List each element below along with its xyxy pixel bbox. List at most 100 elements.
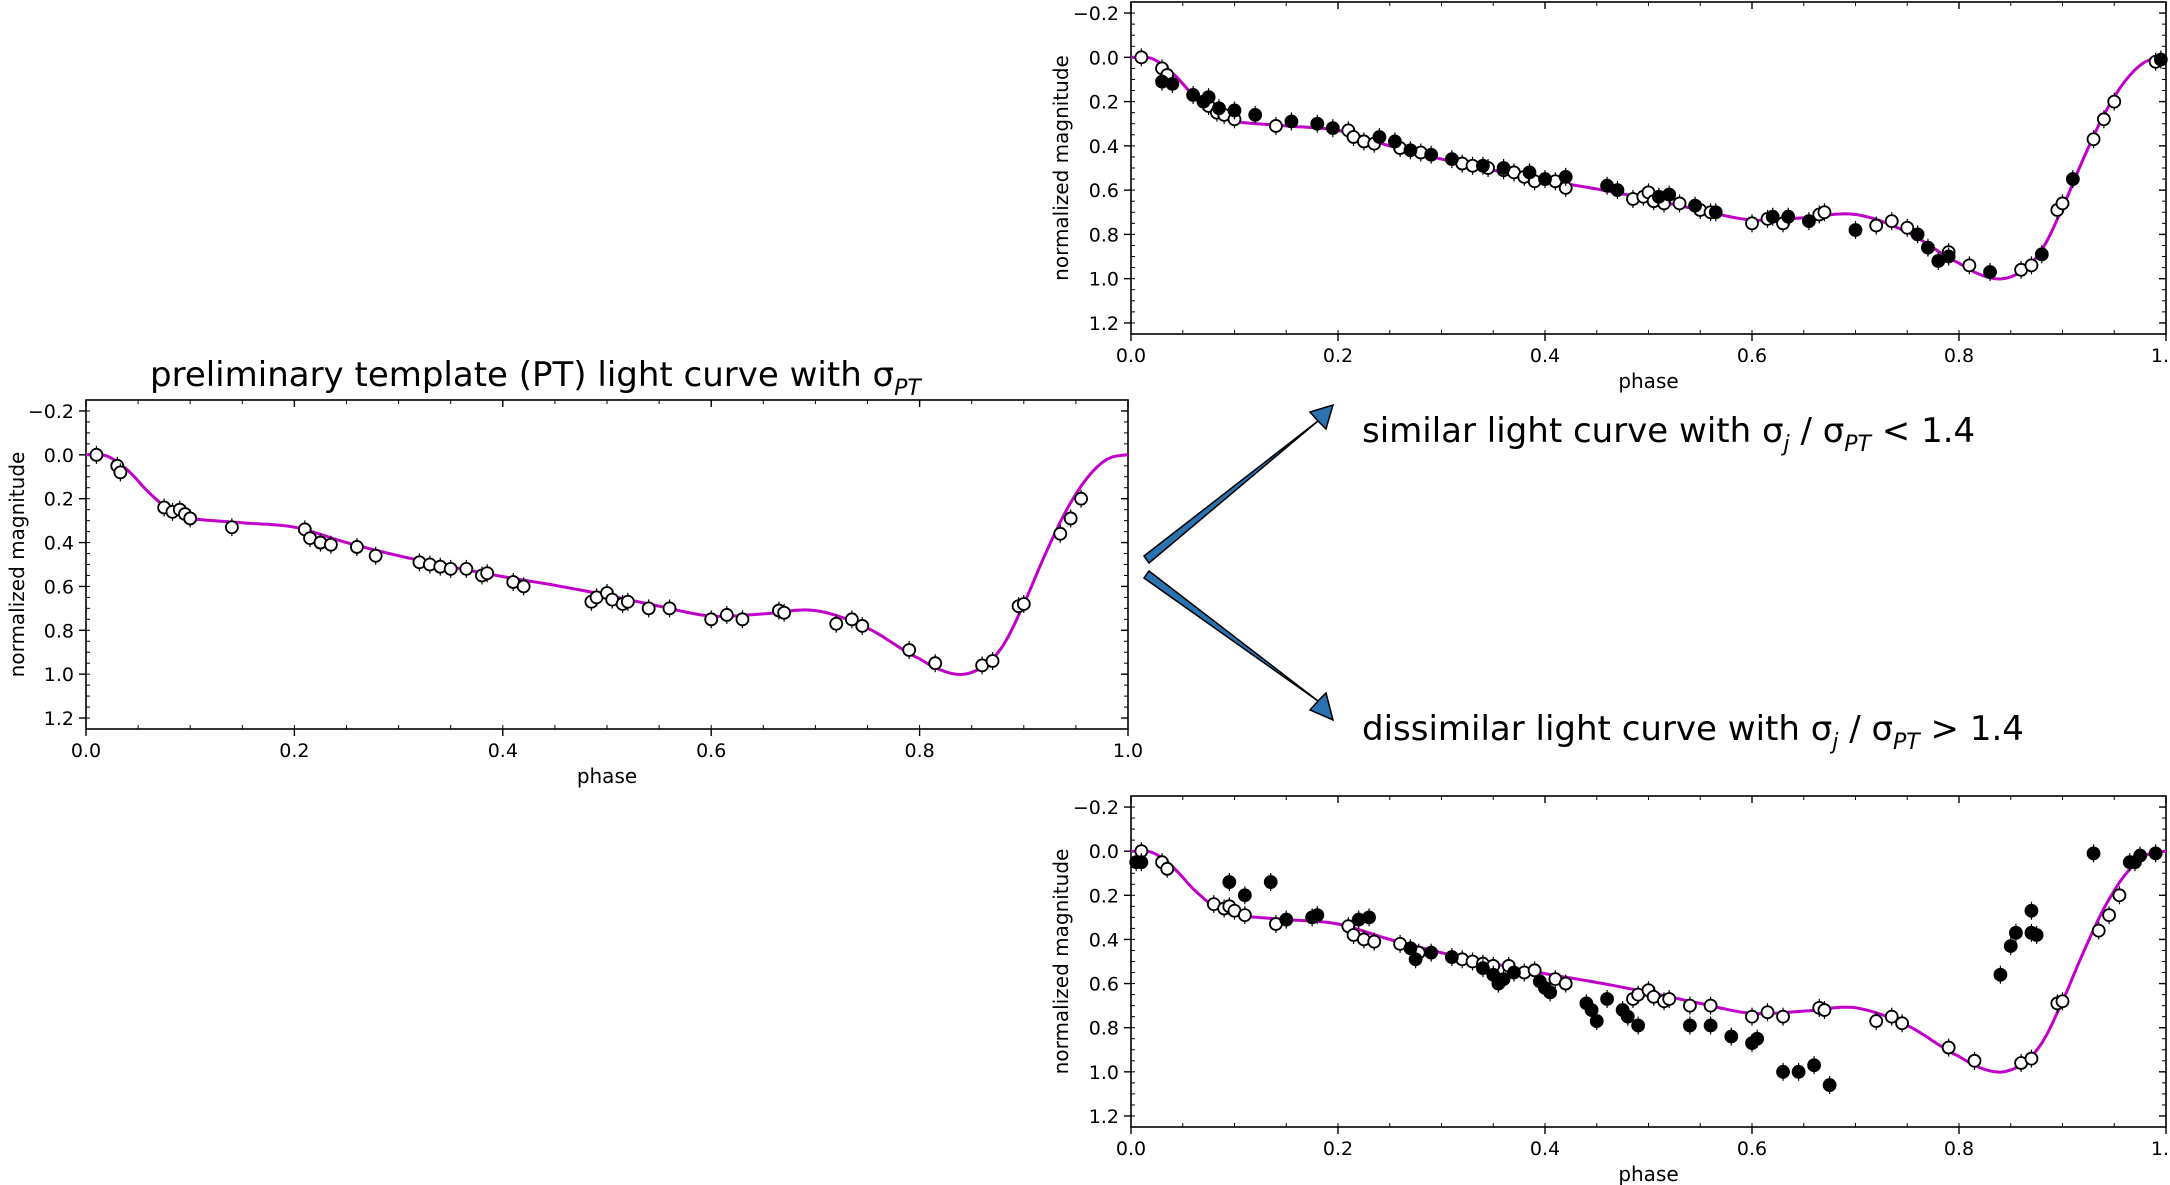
dissimilar-filled-point [1993,967,2008,982]
down-arrow [1142,569,1335,722]
dissimilar-open-point [1967,1053,1982,1068]
similar-filled-point [1496,161,1511,175]
similar-filled-point [2065,172,2080,186]
dissimilar-open-point [1558,976,1573,991]
similar-filled-point [1325,121,1340,136]
dissimilar-filled-point [1600,992,1614,1006]
similar-filled-point [1708,205,1723,220]
dissimilar-x-tick-label: 1.0 [2151,1138,2170,1160]
similar-filled-point [1476,158,1490,173]
main-open-point [777,605,792,620]
similar-filled-point [1186,88,1200,102]
similar-y-tick-label: −0.2 [1073,3,1119,25]
dissimilar-sub-j: j [1829,730,1839,755]
similar-label: similar light curve with σj / σPT < 1.4 [1362,411,1975,457]
similar-filled-point [1662,187,1677,202]
dissimilar-filled-point [2133,848,2148,863]
similar-filled-point [1372,130,1387,144]
dissimilar-y-tick-label: 1.0 [1089,1062,1119,1084]
similar-filled-point [1165,76,1180,91]
main-x-tick-label: 0.2 [279,740,309,762]
main-title-text: preliminary template (PT) light curve wi… [150,355,894,395]
similar-open-point [2107,94,2122,109]
similar-filled-point [1910,227,1925,242]
main-y-tick-label: 0.6 [44,576,74,598]
dissimilar-y-tick-label: 0.8 [1089,1018,1119,1040]
similar-open-point [2055,196,2070,211]
dissimilar-y-tick-label: 0.6 [1089,974,1119,996]
dissimilar-x-tick-label: 0.8 [1944,1138,1974,1160]
dissimilar-sub-pt: PT [1893,730,1921,755]
main-open-point [368,548,383,563]
similar-y-axis-label: normalized magnitude [1049,55,1073,281]
dissimilar-x-tick-label: 0.2 [1323,1138,1353,1160]
similar-filled-point [1765,209,1780,224]
dissimilar-filled-point [2086,846,2101,861]
dissimilar-filled-point [1507,965,1521,980]
dissimilar-filled-point [1408,952,1423,967]
main-x-tick-label: 0.8 [904,740,934,762]
main-open-point [183,511,198,526]
main-y-tick-label: 1.0 [44,664,74,686]
dissimilar-open-point [1703,998,1718,1013]
similar-y-tick-label: 1.2 [1089,313,1119,335]
dissimilar-open-point [1662,992,1677,1006]
similar-open-point [1869,218,1884,233]
up-arrow [1142,403,1335,565]
similar-threshold: < 1.4 [1871,411,1975,451]
dissimilar-filled-point [1584,1003,1599,1017]
dissimilar-filled-point [1403,941,1418,956]
dissimilar-x-tick-label: 0.6 [1737,1138,1767,1160]
main-open-point [829,616,844,631]
dissimilar-open-point [1776,1009,1790,1024]
main-title-subscript: PT [894,376,922,401]
dissimilar-label-text: dissimilar light curve with σ [1362,709,1832,749]
similar-filled-point [1248,107,1263,122]
similar-y-tick-label: 0.6 [1089,180,1119,202]
main-chart-title: preliminary template (PT) light curve wi… [150,355,922,401]
similar-filled-point [1388,134,1402,149]
similar-open-point [1884,214,1899,229]
main-open-point [719,608,734,622]
similar-filled-point [1310,116,1325,131]
dissimilar-filled-point [1589,1014,1604,1028]
dissimilar-template-line [1130,849,2167,1074]
dissimilar-open-point [1367,934,1382,949]
main-y-tick-label: 0.4 [44,533,74,555]
similar-open-point [1269,119,1283,133]
similar-open-point [1900,220,1915,235]
dissimilar-open-point [1817,1003,1832,1017]
dissimilar-x-axis-label: phase [1618,1162,1678,1185]
similar-open-point [1817,205,1832,220]
main-x-tick-label: 0.0 [71,740,101,762]
main-y-axis-label: normalized magnitude [5,452,29,678]
similar-sub-pt: PT [1844,432,1872,457]
similar-open-point [1745,216,1759,231]
dissimilar-filled-point [1750,1031,1765,1046]
dissimilar-filled-point [1724,1029,1739,1044]
similar-filled-point [1802,214,1816,229]
similar-filled-point [1403,143,1418,158]
main-open-point [350,540,364,554]
main-open-point [641,601,656,616]
dissimilar-filled-point [1263,875,1278,889]
main-y-tick-label: 0.8 [44,620,74,642]
main-y-tick-label: −0.2 [28,401,74,423]
dissimilar-filled-point [1310,908,1325,923]
similar-sub-j: j [1781,432,1791,457]
dissimilar-label: dissimilar light curve with σj / σPT > 1… [1362,709,2024,755]
similar-label-text: similar light curve with σ [1362,411,1784,451]
similar-filled-point [1848,223,1863,237]
dissimilar-y-tick-label: 1.2 [1089,1106,1119,1128]
dissimilar-filled-point [1807,1058,1821,1073]
main-template-line [85,452,1129,677]
dissimilar-filled-point [1476,961,1490,976]
similar-filled-point [1212,101,1226,116]
dissimilar-open-point [2024,1051,2039,1066]
dissimilar-filled-point [1362,910,1376,925]
dissimilar-filled-point [1631,1018,1646,1033]
main-plot-frame [85,399,1129,730]
similar-filled-point [1610,183,1625,198]
dissimilar-filled-point [2003,939,2018,953]
